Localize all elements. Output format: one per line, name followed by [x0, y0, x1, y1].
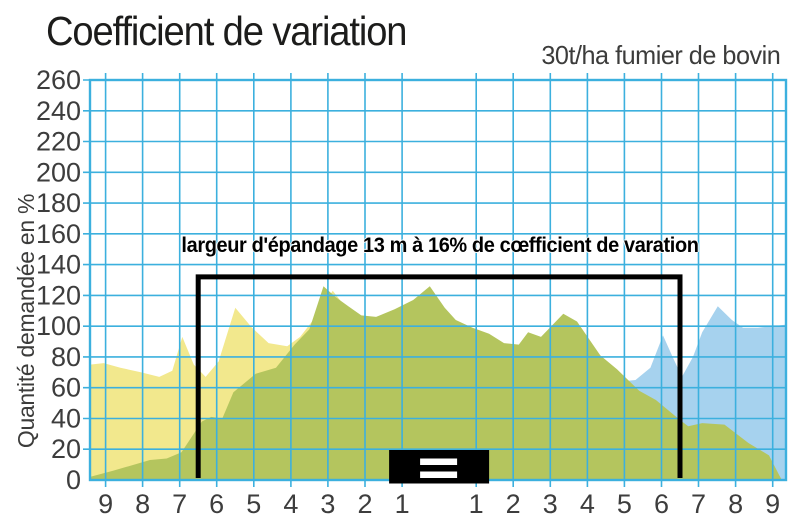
svg-text:4: 4: [580, 489, 595, 519]
svg-text:7: 7: [172, 489, 187, 519]
svg-text:2: 2: [357, 489, 372, 519]
svg-text:0: 0: [66, 465, 81, 495]
svg-text:2: 2: [506, 489, 521, 519]
svg-text:9: 9: [98, 489, 113, 519]
svg-text:100: 100: [36, 311, 81, 341]
spread-width-bracket: [195, 274, 683, 478]
spread-width-annotation: largeur d'épandage 13 m à 16% de cœffici…: [181, 234, 699, 257]
svg-text:1: 1: [469, 489, 484, 519]
svg-text:7: 7: [691, 489, 706, 519]
svg-text:240: 240: [36, 96, 81, 126]
svg-text:6: 6: [209, 489, 224, 519]
svg-text:160: 160: [36, 219, 81, 249]
chart-title: Coefficient de variation: [46, 8, 408, 54]
svg-text:5: 5: [246, 489, 261, 519]
svg-text:9: 9: [765, 489, 780, 519]
svg-text:260: 260: [36, 65, 81, 95]
svg-text:5: 5: [617, 489, 632, 519]
spreader-machine-icon: [389, 450, 490, 484]
svg-text:180: 180: [36, 188, 81, 218]
svg-text:140: 140: [36, 250, 81, 280]
y-axis-label: Quantité demandée en %: [13, 193, 39, 449]
gridlines: [83, 73, 786, 487]
svg-text:4: 4: [283, 489, 298, 519]
svg-text:40: 40: [51, 404, 81, 434]
svg-text:60: 60: [51, 373, 81, 403]
svg-text:120: 120: [36, 280, 81, 310]
svg-text:20: 20: [51, 434, 81, 464]
svg-text:3: 3: [543, 489, 558, 519]
svg-text:80: 80: [51, 342, 81, 372]
svg-text:3: 3: [320, 489, 335, 519]
chart-subtitle: 30t/ha fumier de bovin: [541, 40, 780, 70]
svg-text:1: 1: [395, 489, 410, 519]
series-olive: [90, 286, 782, 480]
svg-text:8: 8: [135, 489, 150, 519]
svg-text:220: 220: [36, 127, 81, 157]
svg-text:6: 6: [654, 489, 669, 519]
svg-text:200: 200: [36, 157, 81, 187]
svg-text:8: 8: [728, 489, 743, 519]
